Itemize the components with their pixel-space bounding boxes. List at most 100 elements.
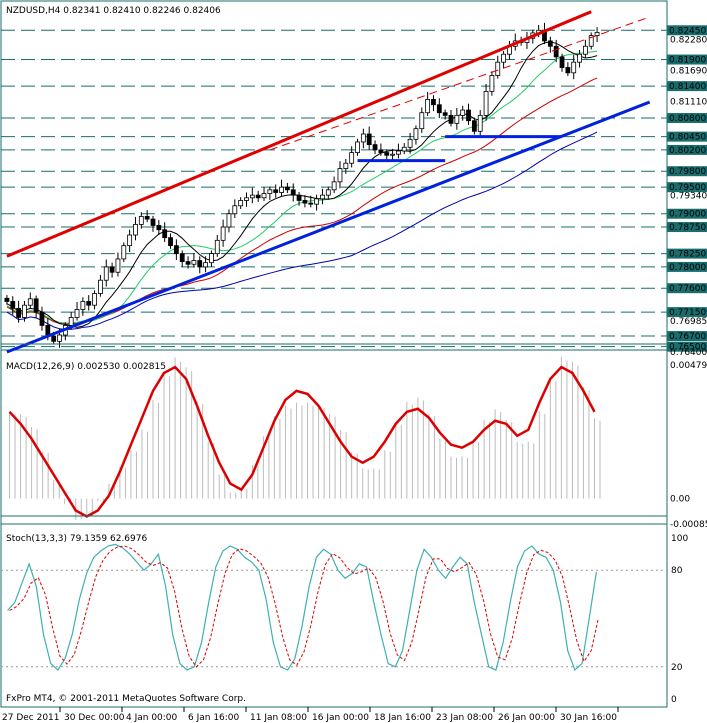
candle-body: [378, 149, 384, 153]
price-axis-label: 0.79500: [669, 183, 706, 193]
candle-body: [273, 189, 279, 193]
ma-navy-line: [6, 131, 598, 330]
candle-body: [226, 213, 232, 228]
candle-body: [98, 279, 103, 294]
candle-body: [57, 334, 62, 342]
candle-body: [27, 298, 33, 306]
time-axis-label: 27 Dec 2011: [2, 713, 60, 723]
price-label-box: [667, 54, 707, 65]
macd-panel[interactable]: 0.00479 0.00 -0.00085: [0, 343, 707, 530]
candle-body: [495, 61, 501, 76]
g-price-frame: [0, 0, 668, 351]
candle-body: [10, 301, 16, 309]
candle-body: [553, 45, 559, 58]
candle-body: [355, 141, 360, 153]
candle-body: [419, 112, 425, 130]
candle-body: [191, 260, 197, 265]
candle-body: [559, 56, 565, 68]
candle-body: [214, 239, 220, 255]
candle-body: [302, 200, 308, 204]
candle-body: [577, 53, 582, 63]
price-axis-label: 0.80450: [669, 133, 706, 143]
price-axis-label: 0.81900: [669, 56, 706, 66]
candle-body: [571, 61, 577, 74]
candle-body: [232, 205, 238, 215]
price-label-box: [667, 208, 707, 219]
stoch-signal-line: [9, 545, 599, 668]
stochastic-panel[interactable]: 100 80 20 0: [0, 515, 688, 708]
price-label-box: [667, 113, 707, 124]
candle-body: [150, 218, 156, 226]
price-axis-label: 0.82280: [670, 35, 707, 45]
candle-body: [51, 335, 57, 342]
candle-body: [290, 189, 296, 196]
candle-body: [86, 301, 92, 306]
price-axis-label: 0.81110: [670, 98, 707, 108]
time-axis-label: 23 Jan 08:00: [436, 713, 493, 723]
candle-body: [121, 245, 127, 260]
candle-body: [343, 162, 349, 169]
candle-body: [582, 45, 588, 55]
candle-body: [396, 150, 401, 155]
price-axis-label: 0.77600: [669, 284, 706, 294]
price-label-box: [667, 248, 707, 259]
candle-body: [261, 193, 267, 199]
price-axis-label: 0.77150: [669, 308, 706, 318]
candle-body: [16, 307, 22, 318]
price-axis-label: 0.78250: [669, 250, 706, 260]
candle-body: [209, 253, 214, 264]
candle-body: [162, 229, 168, 239]
candle-body: [372, 144, 378, 151]
candle-body: [436, 104, 442, 114]
candle-body: [296, 194, 302, 201]
price-label-box: [667, 331, 707, 342]
candle-body: [133, 223, 138, 236]
candle-body: [238, 200, 244, 207]
price-axis-label: 0.79000: [669, 210, 706, 220]
candle-body: [68, 317, 74, 326]
candle-body: [390, 153, 395, 156]
candle-body: [594, 32, 600, 37]
candle-body: [407, 138, 413, 148]
candle-body: [565, 67, 571, 74]
price-axis-label: 0.76985: [670, 317, 707, 327]
candle-body: [547, 40, 553, 47]
macd-signal-line: [8, 365, 596, 518]
stoch-main-line: [7, 543, 597, 672]
macd-axis-label: -0.00085: [670, 520, 707, 530]
ma-black-line: [6, 41, 598, 328]
candle-body: [331, 181, 337, 191]
stoch-axis-label: 100: [671, 534, 688, 544]
stoch-axis-label: 20: [671, 663, 683, 673]
candle-body: [115, 258, 121, 273]
candle-body: [168, 237, 173, 247]
price-axis-label: 0.80200: [669, 146, 706, 156]
candle-body: [431, 99, 436, 106]
price-chart-title: NZDUSD,H4 0.82341 0.82410 0.82246 0.8240…: [6, 6, 221, 16]
candle-body: [448, 114, 454, 124]
g-stoch-frame: [0, 515, 668, 708]
candle-body: [466, 109, 471, 122]
price-label-box: [667, 25, 707, 36]
price-axis-label: 0.81690: [670, 67, 707, 77]
price-label-box: [667, 182, 707, 193]
candle-body: [173, 245, 179, 255]
time-axis-label: 26 Jan 00:00: [498, 713, 555, 723]
channel-upper-line: [6, 10, 592, 258]
channel-mid-line: [269, 16, 650, 151]
price-label-box: [667, 261, 707, 272]
candle-body: [255, 194, 261, 199]
time-axis-label: 30 Dec 00:00: [64, 713, 125, 723]
candle-body: [284, 186, 290, 191]
candle-body: [325, 189, 331, 196]
candle-body: [156, 225, 162, 231]
price-axis-label: 0.82450: [669, 26, 706, 36]
price-label-box: [667, 81, 707, 92]
candle-body: [244, 197, 249, 201]
candle-body: [267, 189, 273, 194]
price-label-box: [667, 307, 707, 318]
candle-body: [442, 112, 448, 116]
candle-body: [489, 75, 495, 92]
candle-body: [22, 304, 27, 318]
